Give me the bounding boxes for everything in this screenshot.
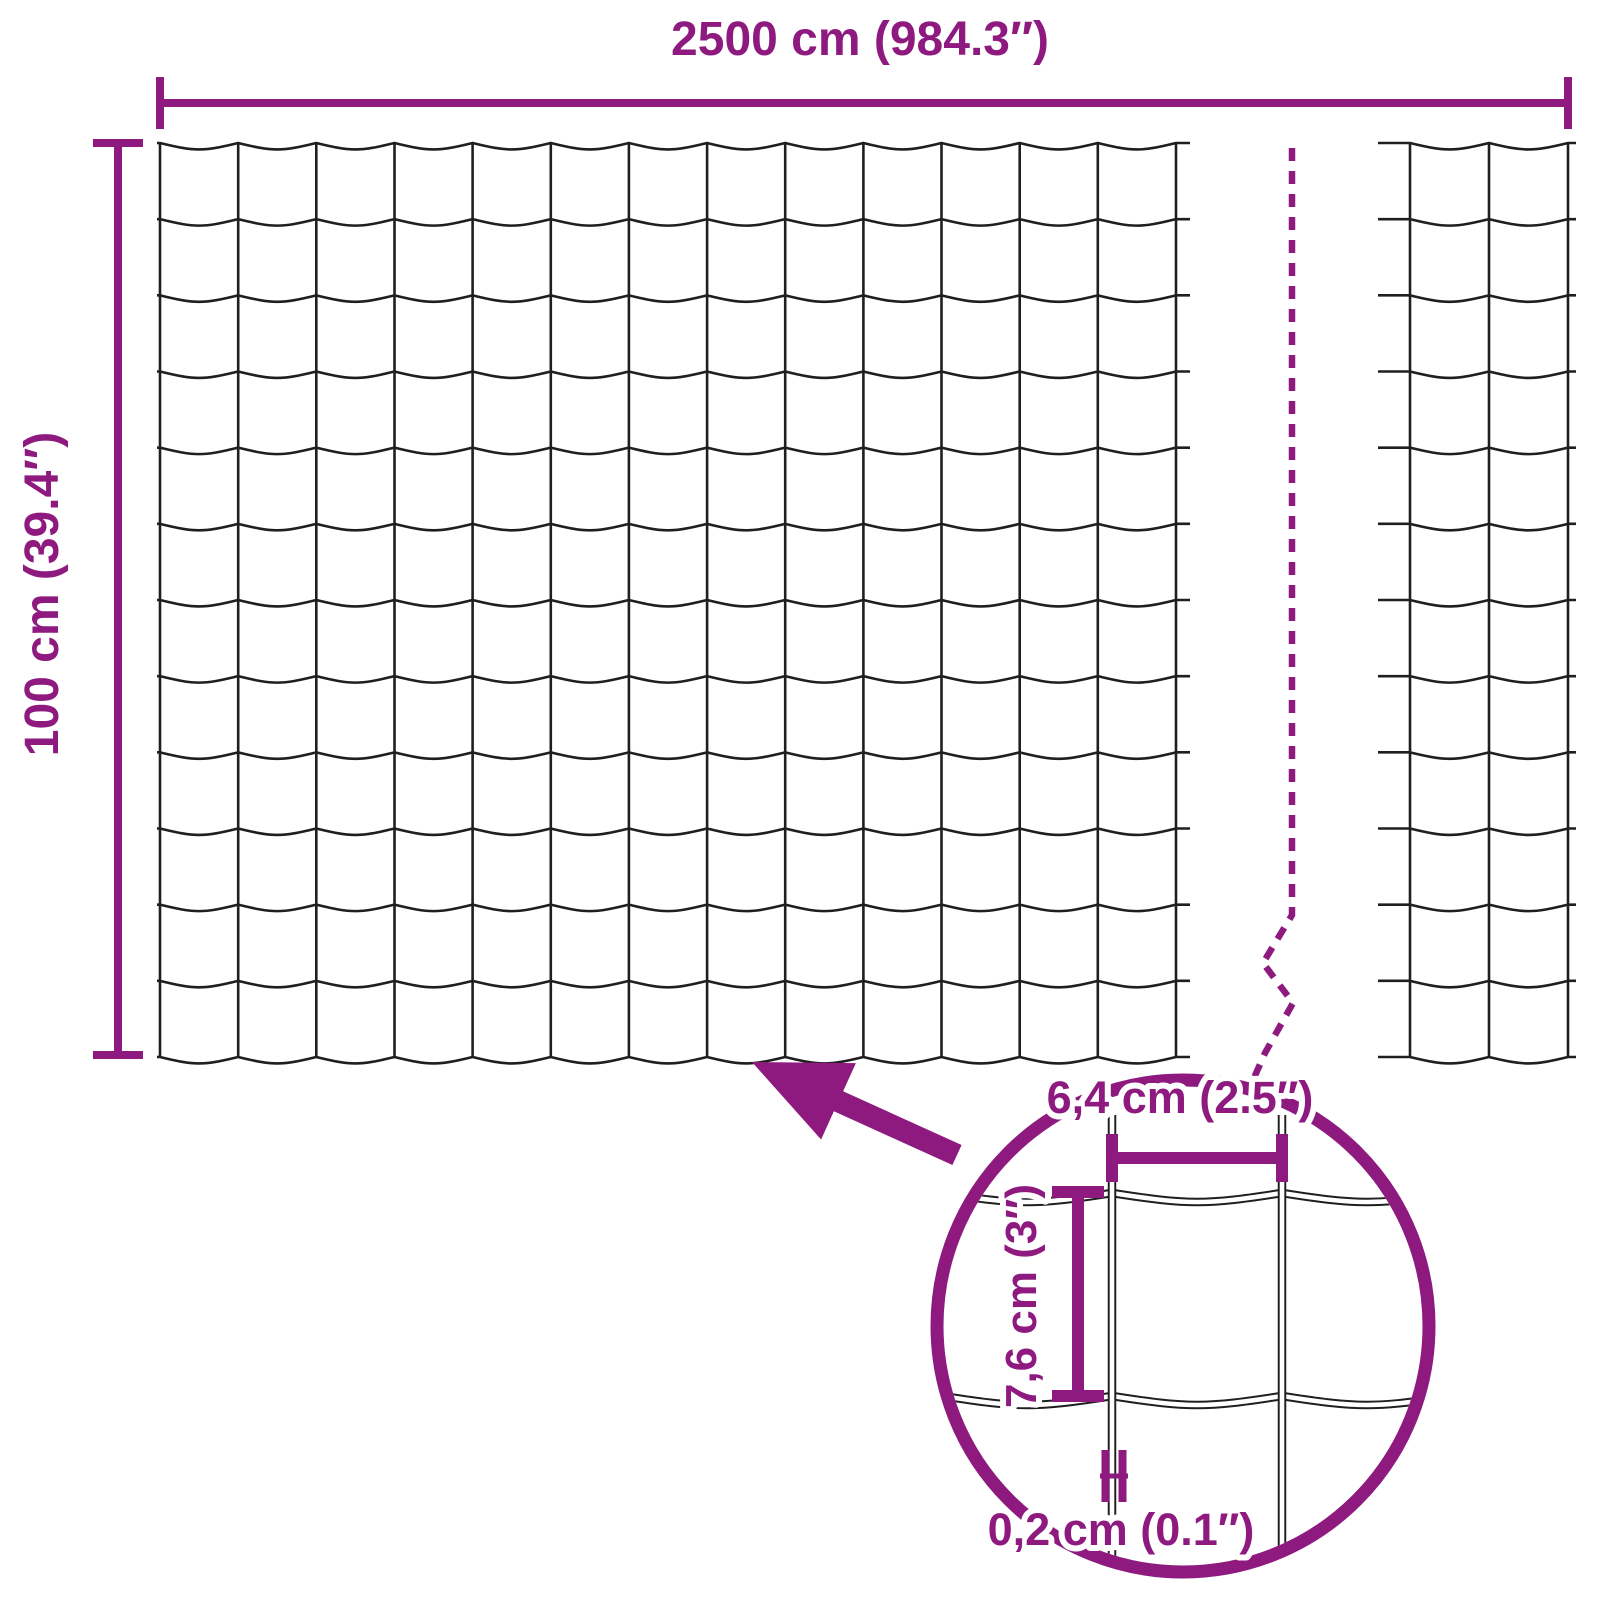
horizontal-wire: [1378, 141, 1576, 151]
mesh-height-dimension: [1052, 1186, 1104, 1402]
horizontal-wire: [1378, 1055, 1576, 1065]
main-mesh-grid: [157, 141, 1190, 1065]
horizontal-wire: [157, 522, 1190, 532]
horizontal-wire: [1378, 446, 1576, 456]
horizontal-wire: [157, 1055, 1190, 1065]
horizontal-wire: [1378, 903, 1576, 913]
zoom-arrow: [752, 1062, 962, 1165]
mesh-width-label: 6,4 cm (2.5″): [1047, 1072, 1314, 1123]
wire-thickness-dimension: [1100, 1450, 1128, 1502]
magnified-horizontal-wire-core: [943, 1393, 1423, 1408]
height-dimension-label: 100 cm (39.4″): [16, 432, 69, 757]
horizontal-wire: [1378, 827, 1576, 837]
horizontal-wire: [157, 370, 1190, 380]
horizontal-wire: [157, 750, 1190, 761]
horizontal-wire: [157, 903, 1190, 913]
mesh-width-dimension: [1106, 1134, 1288, 1182]
horizontal-wire: [157, 979, 1190, 989]
horizontal-wire: [157, 293, 1190, 304]
horizontal-wire: [1378, 598, 1576, 608]
horizontal-wire: [1378, 750, 1576, 761]
horizontal-wire: [157, 217, 1190, 227]
horizontal-wire: [157, 827, 1190, 837]
horizontal-wire: [157, 141, 1190, 151]
break-dashed-line: [1243, 148, 1297, 1098]
horizontal-wire: [1378, 370, 1576, 380]
horizontal-wire: [157, 598, 1190, 608]
detail-mesh: [943, 1115, 1423, 1566]
horizontal-wire: [1378, 522, 1576, 532]
side-mesh-grid: [1378, 141, 1576, 1065]
width-dimension: 2500 cm (984.3″): [156, 7, 1572, 129]
height-dimension: 100 cm (39.4″): [10, 139, 143, 1059]
horizontal-wire: [157, 446, 1190, 456]
width-dimension-label: 2500 cm (984.3″): [671, 13, 1049, 66]
wire-thickness-label: 0,2 cm (0.1″): [988, 1504, 1255, 1555]
horizontal-wire: [1378, 293, 1576, 304]
mesh-height-label: 7,6 cm (3″): [997, 1184, 1046, 1408]
horizontal-wire: [1378, 674, 1576, 684]
horizontal-wire: [157, 674, 1190, 684]
horizontal-wire: [1378, 979, 1576, 989]
magnified-horizontal-wire-core: [943, 1190, 1423, 1205]
horizontal-wire: [1378, 217, 1576, 227]
